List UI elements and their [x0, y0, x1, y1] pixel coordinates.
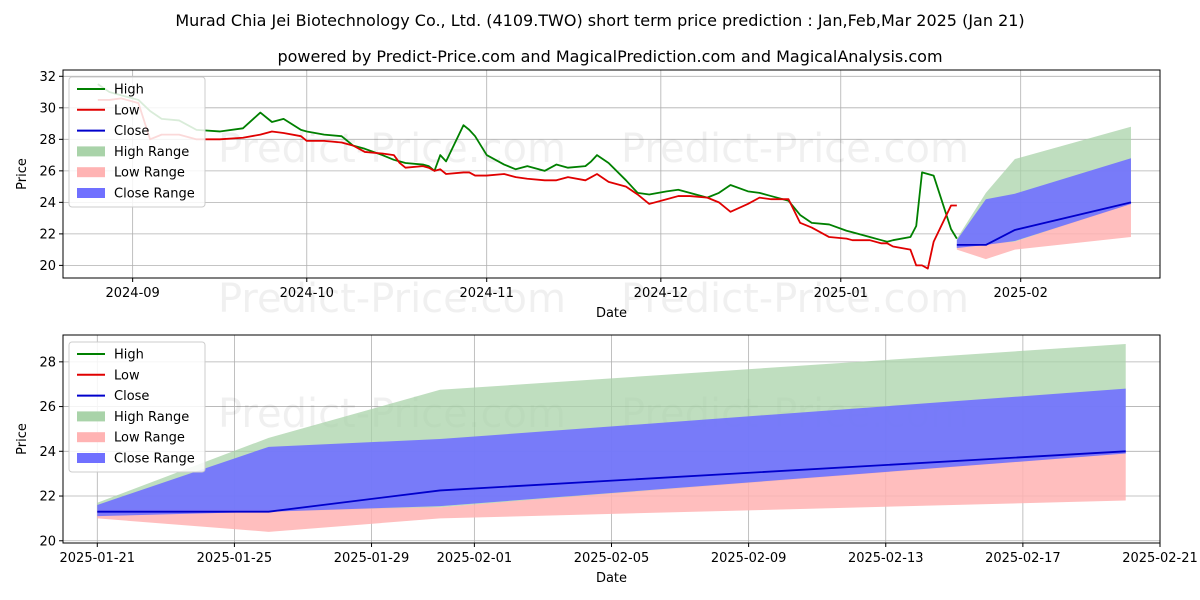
x-tick-label: 2025-02-17 — [985, 551, 1061, 566]
x-tick-label: 2025-01-25 — [197, 551, 273, 566]
close-range-band — [956, 158, 1131, 249]
x-tick-label: 2024-12 — [634, 286, 688, 301]
legend-swatch-close-range — [77, 188, 105, 198]
legend-label-close: Close — [114, 389, 149, 404]
x-tick-label: 2025-02-13 — [848, 551, 924, 566]
chart-subtitle: powered by Predict-Price.com and Magical… — [277, 47, 942, 66]
y-tick-label: 22 — [39, 227, 56, 242]
legend-label-high: High — [114, 348, 144, 363]
watermark-text: Predict-Price.com — [621, 276, 969, 322]
chart-panel-1: Predict-Price.com Predict-Price.com Predic… — [15, 69, 1161, 322]
x-tick-label: 2025-01-21 — [60, 551, 136, 566]
y-tick-label: 26 — [39, 400, 56, 415]
plot-frame — [62, 69, 1161, 279]
y-tick-label: 32 — [39, 70, 56, 85]
legend-swatch-high-range — [77, 411, 105, 422]
legend: High Low Close High Range Low Range Close Ran… — [68, 76, 206, 208]
watermark-text: Predict-Price.com — [218, 126, 566, 172]
x-tick-label: 2025-02-09 — [711, 551, 787, 566]
x-tick-label: 2025-01-29 — [334, 551, 410, 566]
legend: High Low Close High Range Low Range Close Ran… — [68, 341, 206, 473]
y-tick-label: 28 — [39, 355, 56, 370]
legend-swatch-high-range — [77, 146, 105, 157]
legend-label-low-range: Low Range — [114, 431, 185, 446]
x-tick-label: 2025-01 — [814, 286, 868, 301]
legend-swatch-close-range — [77, 453, 105, 463]
legend-label-high: High — [114, 83, 144, 98]
low-range-band — [956, 202, 1131, 260]
legend-label-high-range: High Range — [114, 410, 189, 425]
low-range-band — [97, 451, 1126, 532]
close-range-band — [97, 388, 1126, 517]
y-axis-label: Price — [15, 158, 30, 190]
legend-swatch-low-range — [77, 167, 105, 178]
legend-label-low-range: Low Range — [114, 166, 185, 181]
y-tick-label: 30 — [39, 101, 56, 116]
y-tick-label: 24 — [39, 196, 56, 211]
chart-panel-2: Predict-Price.comPredict-Price.com2025-0… — [15, 334, 1198, 586]
high-series-line — [97, 83, 958, 243]
x-axis-label: Date — [596, 571, 627, 586]
x-tick-label: 2024-11 — [460, 286, 514, 301]
legend-swatch-low-range — [77, 432, 105, 443]
x-tick-label: 2024-09 — [105, 286, 159, 301]
watermark-text: Predict-Price.com — [218, 276, 566, 322]
low-series-line — [97, 97, 957, 270]
x-tick-label: 2025-02 — [994, 286, 1048, 301]
legend-label-close-range: Close Range — [114, 187, 195, 202]
y-tick-label: 20 — [39, 259, 56, 274]
y-axis-label: Price — [15, 423, 30, 455]
close-series-line — [956, 201, 1132, 246]
x-tick-label: 2025-02-21 — [1122, 551, 1198, 566]
y-tick-label: 20 — [39, 534, 56, 549]
y-tick-label: 24 — [39, 445, 56, 460]
y-tick-label: 28 — [39, 133, 56, 148]
watermark-text: Predict-Price.com — [621, 126, 969, 172]
y-tick-label: 22 — [39, 490, 56, 505]
x-axis-label: Date — [596, 306, 627, 321]
legend-label-close: Close — [114, 124, 149, 139]
close-series-line — [97, 450, 1126, 513]
y-tick-label: 26 — [39, 164, 56, 179]
x-tick-label: 2025-02-01 — [437, 551, 513, 566]
legend-label-high-range: High Range — [114, 145, 189, 160]
legend-label-low: Low — [114, 103, 140, 118]
x-tick-label: 2025-02-05 — [574, 551, 650, 566]
chart-title: Murad Chia Jei Biotechnology Co., Ltd. (… — [175, 11, 1024, 30]
legend-label-low: Low — [114, 368, 140, 383]
legend-label-close-range: Close Range — [114, 452, 195, 467]
x-tick-label: 2024-10 — [280, 286, 334, 301]
